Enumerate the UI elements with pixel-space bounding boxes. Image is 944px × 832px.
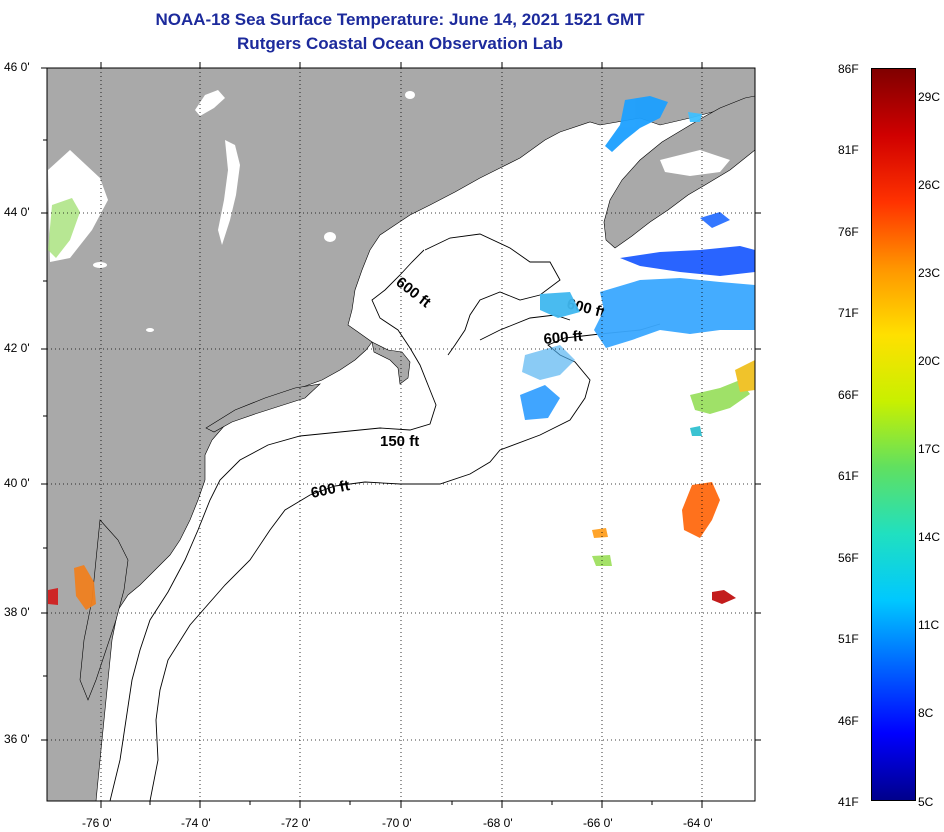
colorbar-label-41f: 41F	[838, 795, 859, 809]
contour-label-150ft: 150 ft	[380, 433, 419, 450]
contour-label-600ft-c: 600 ft	[543, 328, 584, 348]
map-title: NOAA-18 Sea Surface Temperature: June 14…	[155, 10, 645, 29]
colorbar-label-17c: 17C	[918, 442, 941, 456]
land-cape-cod	[371, 341, 411, 385]
colorbar-label-51f: 51F	[838, 632, 859, 646]
lon-label-72: -72 0'	[281, 816, 311, 830]
colorbar-label-5c: 5C	[918, 795, 934, 809]
temperature-colorbar	[871, 68, 916, 801]
colorbar-label-23c: 23C	[918, 266, 941, 280]
lat-label-46: 46 0'	[4, 60, 30, 74]
lon-label-76: -76 0'	[82, 816, 112, 830]
land-mainland	[47, 68, 755, 801]
land-long-island	[205, 383, 321, 433]
colorbar-label-61f: 61F	[838, 469, 859, 483]
colorbar-label-20c: 20C	[918, 354, 941, 368]
colorbar-label-66f: 66F	[838, 388, 859, 402]
gulf-water	[660, 150, 730, 176]
colorbar-label-86f: 86F	[838, 62, 859, 76]
lat-label-40: 40 0'	[4, 476, 30, 490]
colorbar-label-76f: 76F	[838, 225, 859, 239]
colorbar-label-81f: 81F	[838, 143, 859, 157]
lon-label-74: -74 0'	[181, 816, 211, 830]
colorbar-label-46f: 46F	[838, 714, 859, 728]
map-subtitle: Rutgers Coastal Ocean Observation Lab	[237, 34, 563, 53]
colorbar-label-11c: 11C	[918, 618, 940, 632]
colorbar-label-14c: 14C	[918, 530, 941, 544]
lon-label-64: -64 0'	[683, 816, 713, 830]
lon-label-70: -70 0'	[382, 816, 412, 830]
lon-label-68: -68 0'	[483, 816, 513, 830]
colorbar-label-29c: 29C	[918, 90, 941, 104]
lon-label-66: -66 0'	[583, 816, 613, 830]
axis-ticks	[41, 62, 761, 808]
colorbar-label-26c: 26C	[918, 178, 941, 192]
colorbar-label-56f: 56F	[838, 551, 859, 565]
colorbar-label-8c: 8C	[918, 706, 934, 720]
lat-label-38: 38 0'	[4, 605, 30, 619]
lat-label-44: 44 0'	[4, 205, 30, 219]
lat-label-36: 36 0'	[4, 732, 30, 746]
colorbar-label-71f: 71F	[838, 306, 859, 320]
lat-label-42: 42 0'	[4, 341, 30, 355]
